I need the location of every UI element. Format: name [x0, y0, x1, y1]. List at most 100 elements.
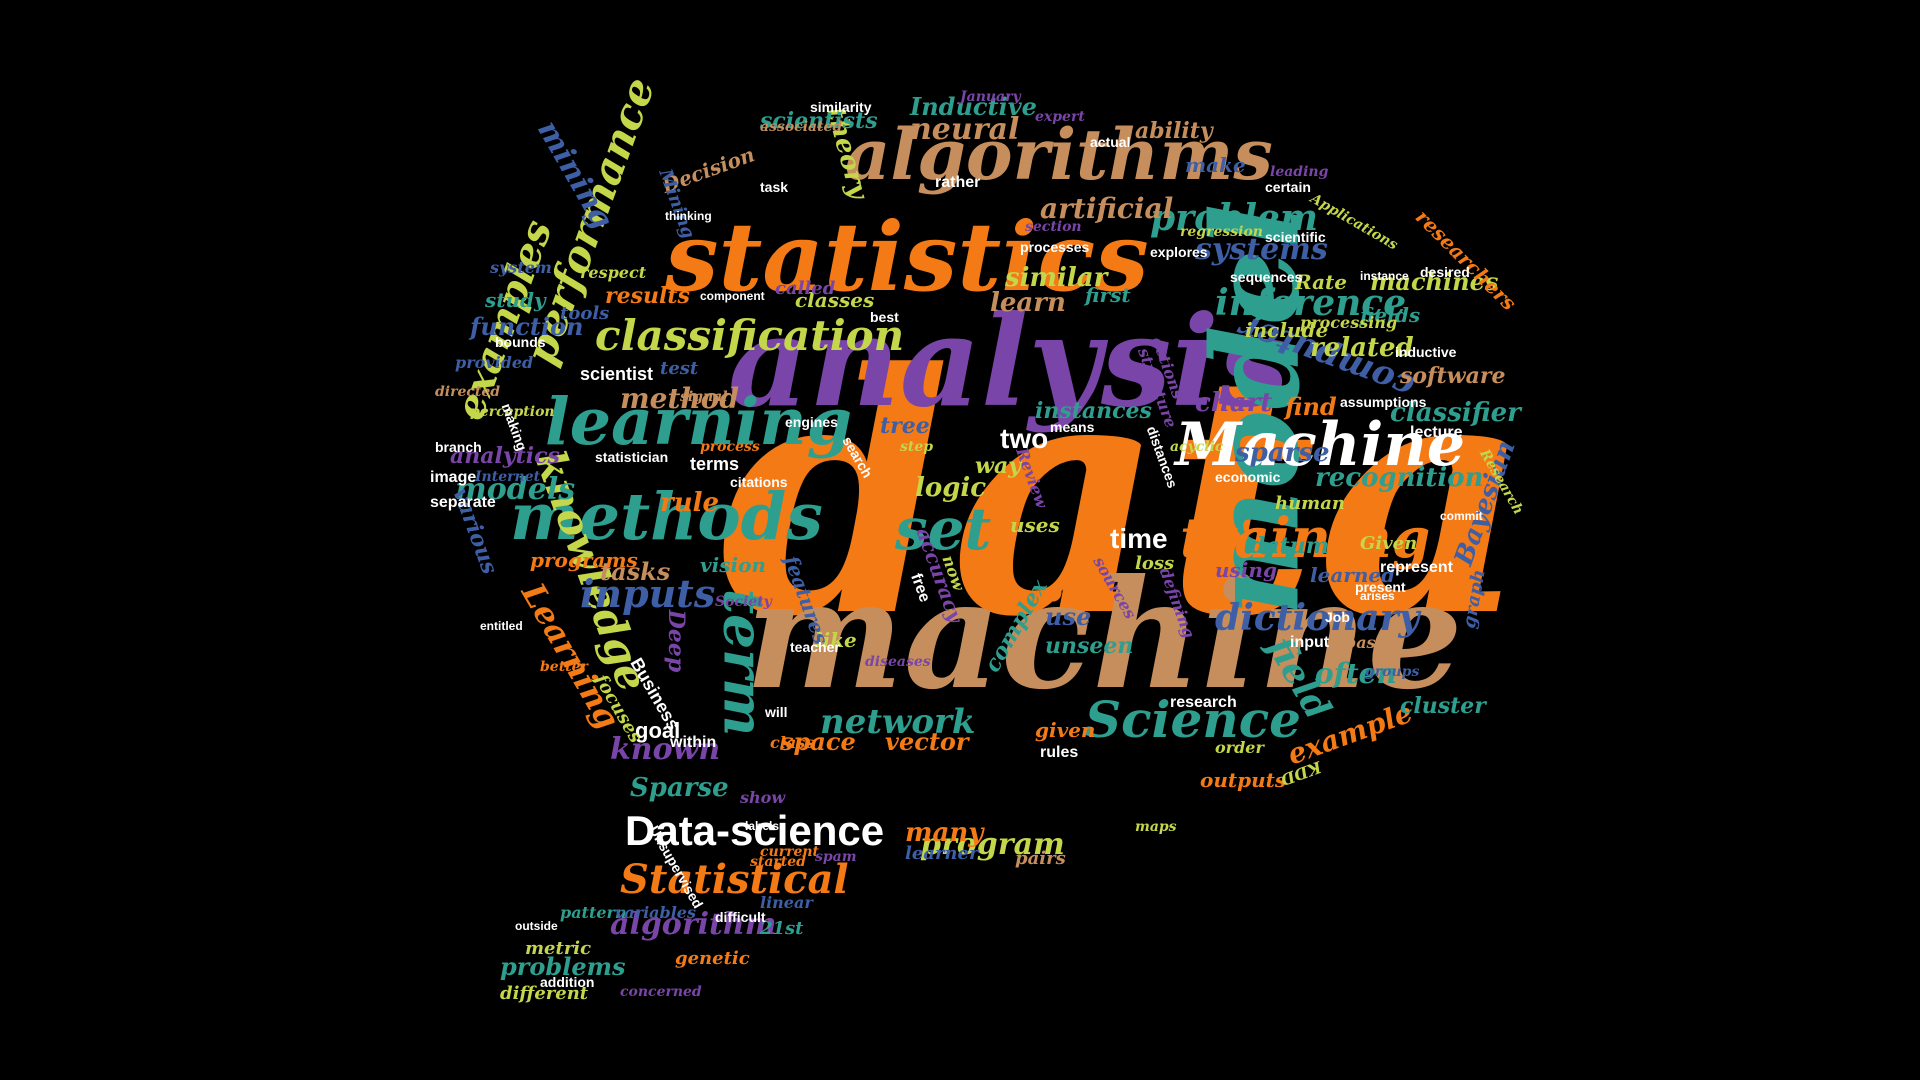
word-entitled: entitled	[480, 619, 523, 633]
word-explores: explores	[1150, 244, 1208, 260]
word-time: time	[1110, 523, 1168, 554]
word-sparse: Sparse	[630, 773, 729, 803]
word-terms: terms	[690, 454, 740, 474]
word-rule: rule	[660, 488, 720, 518]
word-rules: rules	[1040, 744, 1079, 761]
word-leading: leading	[1270, 164, 1329, 180]
word-outside: outside	[515, 919, 558, 933]
word-learn: learn	[990, 288, 1066, 318]
word-associated: associated	[760, 119, 843, 135]
word-fields: fields	[1360, 303, 1421, 327]
word-study: study	[485, 288, 546, 312]
word-one: one	[1045, 578, 1098, 608]
word-section: section	[1025, 219, 1082, 235]
word-unseen: unseen	[1045, 633, 1134, 659]
word-21st: 21st	[760, 918, 804, 939]
word-neural: neural	[910, 112, 1020, 147]
word-two: two	[1000, 423, 1049, 454]
word-set: set	[895, 495, 992, 563]
word-analysis: analysis	[728, 289, 1290, 435]
word-use: use	[1045, 602, 1092, 631]
word-find: find	[1285, 392, 1337, 421]
word-algorithms: algorithms	[845, 113, 1273, 196]
word-show: show	[740, 788, 786, 807]
word-term: term	[711, 588, 777, 737]
word-datum: datum	[1250, 533, 1330, 559]
word-means: means	[1050, 419, 1095, 435]
word-similar: similar	[1005, 263, 1108, 293]
word-engines: engines	[785, 414, 838, 430]
word-teacher: teacher	[790, 639, 840, 655]
word-scientists: scientists	[760, 108, 878, 134]
word-loss: loss	[1135, 553, 1175, 574]
word-classifier: classifier	[1390, 398, 1521, 428]
word-function: function	[470, 312, 584, 341]
word-signal: signal	[680, 389, 728, 405]
word-research: research	[1170, 694, 1237, 711]
word-like: like	[815, 628, 857, 652]
word-based: based	[1345, 633, 1397, 652]
word-arises: arises	[1360, 589, 1395, 603]
word-classification: classification	[595, 311, 905, 360]
word-better: better	[540, 659, 588, 675]
word-separate: separate	[430, 494, 496, 511]
word-test: test	[660, 358, 699, 379]
word-respect: respect	[580, 263, 647, 282]
word-branch: branch	[435, 439, 482, 455]
word-software: software	[1400, 363, 1506, 389]
word-tools: tools	[560, 303, 610, 324]
word-sparse: sparse	[1235, 438, 1330, 468]
word-sequences: sequences	[1230, 269, 1303, 285]
word-method: method	[620, 382, 739, 415]
word-addition: addition	[540, 974, 595, 990]
word-certain: certain	[1265, 179, 1311, 195]
word-expert: expert	[1035, 109, 1085, 125]
word-will: will	[765, 704, 788, 720]
word-order: order	[1215, 738, 1264, 757]
word-related: related	[1310, 333, 1414, 363]
word-problems: problems	[500, 952, 626, 981]
word-bounds: bounds	[495, 334, 546, 350]
word-perception: perception	[470, 404, 555, 420]
word-image: image	[430, 469, 477, 486]
word-genetic: genetic	[675, 948, 750, 969]
word-instance: instance	[1360, 269, 1409, 283]
word-rate: Rate	[1295, 270, 1348, 294]
word-machine: machine	[745, 547, 1463, 723]
word-known: known	[610, 732, 721, 767]
word-cluster: cluster	[1400, 693, 1486, 719]
word-include: include	[1245, 318, 1329, 342]
word-called: called	[775, 278, 836, 299]
word-difficult: difficult	[715, 909, 766, 925]
word-assumptions: assumptions	[1340, 394, 1427, 410]
word-regression: regression	[1180, 224, 1263, 240]
word-artificial: artificial	[1040, 192, 1174, 225]
word-pattern: pattern	[560, 903, 627, 922]
word-vision: vision	[700, 553, 766, 577]
word-systems: systems	[1195, 232, 1328, 267]
word-training: training	[1180, 505, 1431, 570]
word-different: different	[500, 983, 589, 1004]
word-internet: Internet	[475, 469, 541, 485]
word-statistics: statistics	[665, 202, 1149, 313]
word-outputs: outputs	[1200, 768, 1287, 792]
word-methods: methods	[510, 479, 823, 555]
word-class: class	[770, 733, 815, 752]
word-space: space	[780, 727, 856, 756]
word-groups: groups	[1365, 664, 1420, 680]
word-process: process	[700, 439, 760, 455]
word-many: many	[905, 818, 984, 848]
word-acyclic: acyclic	[1170, 439, 1224, 455]
word-make: make	[1185, 153, 1246, 177]
word-represent: represent	[1380, 559, 1453, 576]
word-inductive: inductive	[1395, 344, 1457, 360]
word-lecture: lecture	[1410, 424, 1463, 441]
word-deep: Deep	[663, 609, 690, 673]
word-system: system	[490, 258, 552, 277]
word-society: Society	[715, 594, 772, 610]
word-best: best	[870, 309, 899, 325]
word-pairs: pairs	[1015, 848, 1066, 869]
word-results: results	[605, 283, 690, 309]
word-kdd: KDD	[1278, 757, 1324, 790]
